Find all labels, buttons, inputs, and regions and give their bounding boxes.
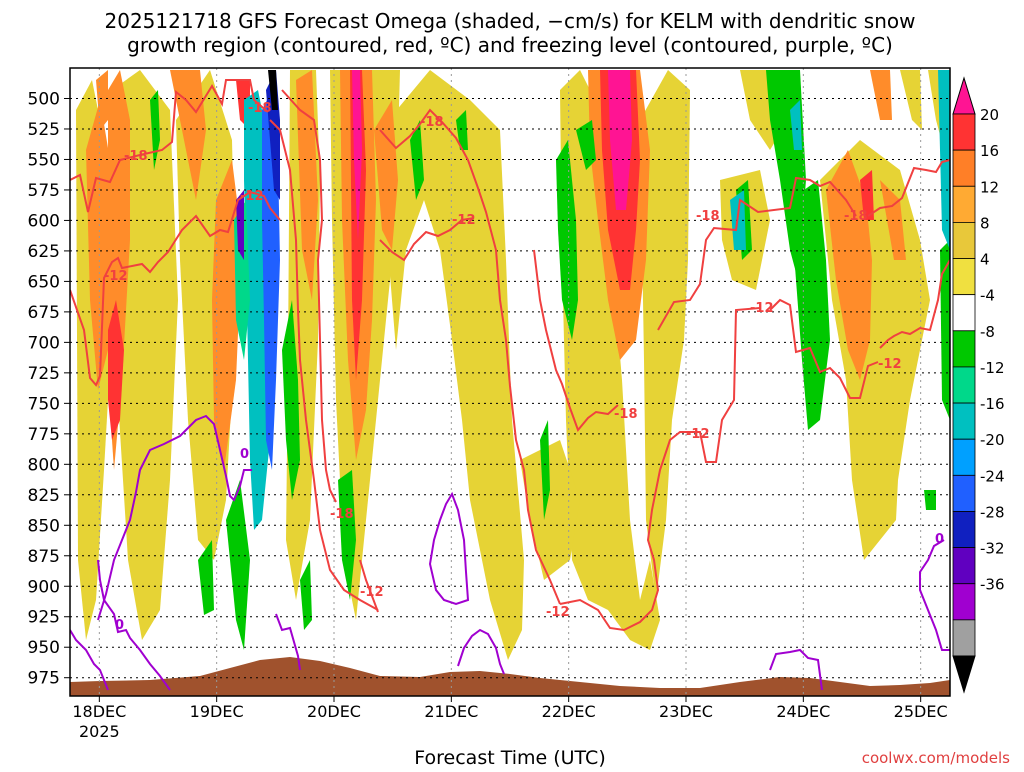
plot-area bbox=[70, 68, 950, 696]
colorbar-segment bbox=[952, 547, 976, 585]
watermark: coolwx.com/models bbox=[862, 749, 1010, 767]
y-tick-label: 950 bbox=[28, 638, 60, 658]
colorbar: 20 16 12 8 4 -4 -8 -12 -16 -20 -24 -28 -32 -36 bbox=[952, 76, 1005, 694]
x-tick-label: 24DEC bbox=[776, 702, 830, 721]
dgz-label: -18 bbox=[614, 407, 638, 422]
colorbar-bottom-arrow bbox=[952, 655, 976, 694]
chart-title-line1: 2025121718 GFS Forecast Omega (shaded, −… bbox=[105, 9, 916, 33]
y-tick-label: 850 bbox=[28, 516, 60, 536]
omega-blue-core bbox=[236, 70, 280, 470]
freezing-label: 0 bbox=[935, 532, 944, 547]
y-tick-label: 575 bbox=[28, 181, 60, 201]
freezing-label: 0 bbox=[115, 618, 124, 633]
colorbar-label: -16 bbox=[980, 395, 1005, 413]
colorbar-segment bbox=[952, 221, 976, 259]
colorbar-segment bbox=[952, 402, 976, 440]
y-tick-label: 800 bbox=[28, 455, 60, 475]
dgz-label: -12 bbox=[878, 357, 902, 372]
x-tick-label: 21DEC bbox=[424, 702, 478, 721]
x-tick-label: 22DEC bbox=[542, 702, 596, 721]
dgz-label: -12 bbox=[360, 585, 384, 600]
colorbar-label: -32 bbox=[980, 540, 1005, 558]
y-axis: 500 525 550 575 600 625 650 675 700 725 750 775 800 8… bbox=[28, 89, 70, 689]
colorbar-segment bbox=[952, 511, 976, 549]
y-tick-label: 900 bbox=[28, 577, 60, 597]
y-tick-label: 700 bbox=[28, 333, 60, 353]
dgz-label: -12 bbox=[686, 427, 710, 442]
x-tick-label: 19DEC bbox=[190, 702, 244, 721]
y-tick-label: 725 bbox=[28, 364, 60, 384]
freezing-label: 0 bbox=[240, 447, 249, 462]
x-tick-label: 23DEC bbox=[659, 702, 713, 721]
colorbar-label: 20 bbox=[980, 106, 999, 124]
grid-lines bbox=[70, 68, 950, 696]
dgz-label: -18 bbox=[124, 149, 148, 164]
dgz-label: -12 bbox=[750, 301, 774, 316]
colorbar-label: 16 bbox=[980, 142, 999, 160]
colorbar-segment bbox=[952, 474, 976, 512]
colorbar-segment bbox=[952, 366, 976, 404]
colorbar-segment bbox=[952, 294, 976, 332]
freezing-contour-labels: 0 0 0 bbox=[115, 447, 944, 633]
colorbar-label: -8 bbox=[980, 323, 995, 341]
x-tick-label: 18DEC bbox=[72, 702, 126, 721]
terrain bbox=[70, 657, 950, 696]
colorbar-label: -24 bbox=[980, 467, 1005, 485]
y-tick-label: 875 bbox=[28, 547, 60, 567]
y-tick-label: 650 bbox=[28, 272, 60, 292]
dgz-label: -12 bbox=[104, 269, 128, 284]
dgz-label: -12 bbox=[546, 605, 570, 620]
colorbar-label: -20 bbox=[980, 431, 1005, 449]
dgz-label: -18 bbox=[420, 115, 444, 130]
dgz-label: -12 bbox=[452, 213, 476, 228]
dgz-contour-labels: -18 -12 -18 -12 -18 -12 -18 -12 -18 -12 … bbox=[104, 101, 902, 620]
omega-red-fields bbox=[108, 70, 874, 440]
colorbar-segment bbox=[952, 113, 976, 151]
colorbar-label: 12 bbox=[980, 178, 999, 196]
colorbar-label: -12 bbox=[980, 359, 1005, 377]
y-tick-label: 625 bbox=[28, 242, 60, 262]
colorbar-segment bbox=[952, 258, 976, 296]
x-tick-label: 25DEC bbox=[894, 702, 948, 721]
x-year-label: 2025 bbox=[79, 722, 120, 741]
dgz-label: -18 bbox=[844, 209, 868, 224]
y-tick-label: 675 bbox=[28, 303, 60, 323]
colorbar-label: 8 bbox=[980, 214, 990, 232]
dgz-label: -12 bbox=[240, 189, 264, 204]
colorbar-label: 4 bbox=[980, 251, 990, 269]
y-tick-label: 500 bbox=[28, 89, 60, 109]
dgz-label: -18 bbox=[696, 209, 720, 224]
colorbar-label: -36 bbox=[980, 576, 1005, 594]
omega-green-fields bbox=[150, 70, 950, 650]
x-axis-title: Forecast Time (UTC) bbox=[414, 747, 605, 768]
x-tick-label: 20DEC bbox=[307, 702, 361, 721]
colorbar-label: -4 bbox=[980, 287, 995, 305]
y-tick-label: 550 bbox=[28, 150, 60, 170]
y-tick-label: 925 bbox=[28, 608, 60, 628]
chart-title-line2: growth region (contoured, red, ºC) and f… bbox=[127, 33, 893, 57]
dgz-contours bbox=[70, 79, 950, 632]
y-tick-label: 975 bbox=[28, 669, 60, 689]
colorbar-segment bbox=[952, 619, 976, 657]
colorbar-label: -28 bbox=[980, 503, 1005, 521]
colorbar-segment bbox=[952, 149, 976, 187]
colorbar-segment bbox=[952, 330, 976, 368]
colorbar-segment bbox=[952, 583, 976, 621]
y-tick-label: 750 bbox=[28, 394, 60, 414]
y-tick-label: 600 bbox=[28, 211, 60, 231]
x-axis: 18DEC 19DEC 20DEC 21DEC 22DEC 23DEC 24DEC 25DEC… bbox=[72, 696, 948, 741]
plot-frame bbox=[69, 67, 951, 697]
colorbar-top-arrow bbox=[952, 76, 976, 115]
dgz-label: -18 bbox=[248, 101, 272, 116]
y-tick-label: 825 bbox=[28, 486, 60, 506]
colorbar-segment bbox=[952, 185, 976, 223]
dgz-label: -18 bbox=[330, 507, 354, 522]
y-tick-label: 525 bbox=[28, 120, 60, 140]
colorbar-segment bbox=[952, 438, 976, 476]
y-tick-label: 775 bbox=[28, 425, 60, 445]
freezing-level-contours bbox=[70, 414, 950, 691]
